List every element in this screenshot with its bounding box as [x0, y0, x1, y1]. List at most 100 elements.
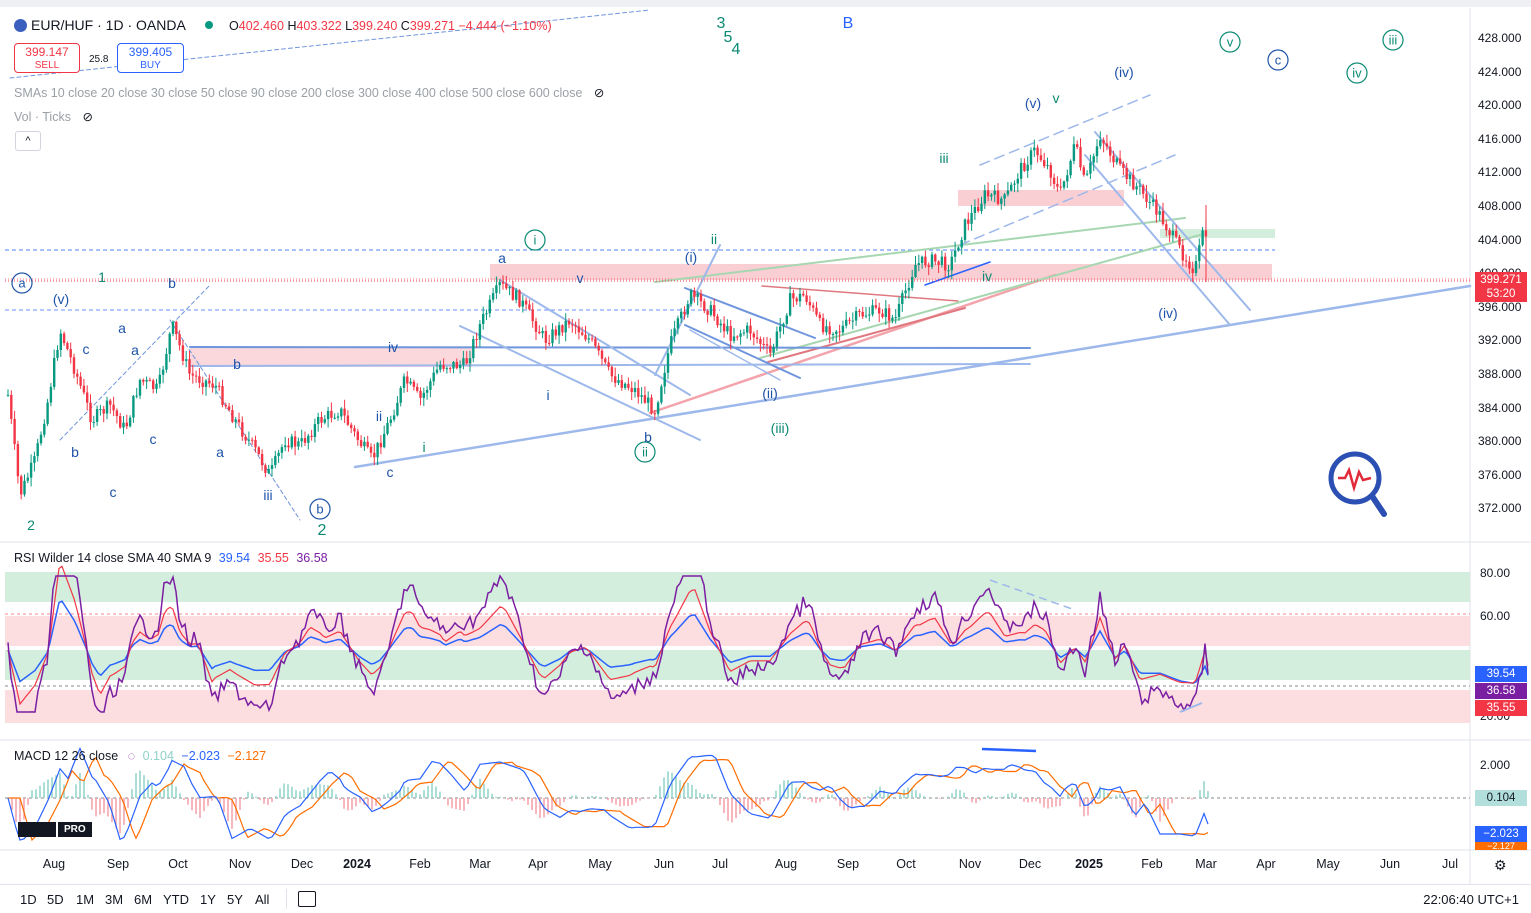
candle-body — [59, 333, 62, 350]
buy-label: BUY — [140, 60, 161, 71]
timeframe-button-5d[interactable]: 5D — [47, 892, 64, 907]
timeframe-button-5y[interactable]: 5Y — [227, 892, 243, 907]
calendar-icon[interactable] — [298, 891, 316, 907]
wave-circle — [1382, 29, 1404, 51]
candle-body — [1019, 163, 1023, 179]
candle-body — [802, 293, 805, 296]
timeframe-button-all[interactable]: All — [255, 892, 270, 907]
refresh-icon[interactable]: ◌ — [127, 749, 136, 763]
candle-body — [940, 256, 944, 265]
candle-body — [1198, 245, 1201, 262]
symbol-title[interactable]: EUR/HUF · 1D · OANDA — [31, 17, 186, 33]
candle-body — [818, 314, 821, 318]
rsi-overbought-zone — [5, 572, 1470, 602]
eye-hidden-icon[interactable]: ⊘ — [593, 86, 605, 100]
time-axis-label: May — [1316, 857, 1340, 871]
candle-body — [868, 314, 871, 316]
candle-body — [1049, 165, 1052, 178]
candle-body — [181, 345, 185, 361]
time-axis-label: Apr — [1256, 857, 1276, 871]
candle-body — [927, 265, 930, 267]
candle-body — [993, 190, 996, 195]
candle-body — [907, 287, 911, 291]
candle-body — [746, 325, 749, 333]
settings-gear-icon[interactable]: ⚙ — [1494, 857, 1507, 873]
candle-body — [643, 395, 647, 403]
candle-body — [66, 343, 69, 350]
candle-body — [960, 239, 963, 248]
wave-label: a — [216, 444, 224, 460]
timeframe-button-ytd[interactable]: YTD — [163, 892, 189, 907]
candle-body — [554, 329, 557, 336]
tradingview-pro-logo[interactable]: PRO — [18, 822, 92, 837]
candle-body — [244, 436, 247, 441]
candle-body — [590, 338, 594, 340]
timeframe-button-6m[interactable]: 6M — [134, 892, 153, 907]
candle-body — [211, 383, 214, 388]
candle-body — [623, 383, 627, 388]
timeframe-button-1d[interactable]: 1D — [20, 892, 37, 907]
candle-body — [1138, 185, 1142, 187]
candle-body — [854, 311, 858, 321]
candle-body — [287, 445, 290, 448]
candle-body — [178, 334, 181, 346]
wave-label: c — [110, 484, 117, 500]
timeframe-button-1y[interactable]: 1Y — [200, 892, 216, 907]
candle-body — [76, 373, 79, 377]
rsi-legend[interactable]: RSI Wilder 14 close SMA 40 SMA 9 39.54 3… — [14, 551, 328, 565]
timeframe-button-1m[interactable]: 1M — [76, 892, 95, 907]
candle-body — [1033, 147, 1036, 151]
time-axis-label: Jun — [653, 857, 675, 871]
candle-body — [689, 290, 693, 305]
candle-body — [521, 300, 524, 307]
candle-body — [307, 435, 310, 443]
utc-clock[interactable]: 22:06:40 UTC+1 — [1423, 892, 1519, 907]
wave-circle — [524, 229, 546, 251]
symbol-legend[interactable]: EUR/HUF · 1D · OANDA O402.460 H403.322 L… — [14, 17, 552, 33]
candle-body — [891, 317, 894, 321]
candle-body — [16, 444, 20, 477]
time-axis-label: Apr — [528, 857, 548, 871]
candle-body — [396, 402, 399, 416]
sma-legend[interactable]: SMAs 10 close 20 close 30 close 50 close… — [14, 85, 604, 100]
candle-body — [1148, 201, 1151, 203]
time-axis-label: Sep — [836, 857, 860, 871]
sell-button[interactable]: 399.147 SELL — [14, 43, 80, 73]
candle-body — [369, 446, 373, 453]
buy-button[interactable]: 399.405 BUY — [117, 43, 184, 73]
candle-body — [416, 386, 419, 391]
candle-body — [313, 424, 317, 437]
candle-body — [828, 326, 831, 335]
macd-badge-macd: −2.023 — [1475, 826, 1527, 842]
macd-legend[interactable]: MACD 12 26 close ◌ 0.104 −2.023 −2.127 — [14, 749, 266, 763]
candle-body — [990, 194, 993, 197]
candle-body — [967, 219, 970, 224]
candle-body — [594, 338, 597, 346]
candle-body — [359, 440, 363, 447]
eye-hidden-icon[interactable]: ⊘ — [82, 110, 93, 124]
candle-body — [686, 304, 689, 315]
candle-body — [897, 303, 901, 318]
price-tick-label: 424.000 — [1478, 64, 1522, 79]
candle-body — [656, 402, 660, 414]
candle-body — [478, 324, 482, 340]
candle-body — [343, 408, 346, 416]
candle-body — [191, 373, 194, 376]
timeframe-button-3m[interactable]: 3M — [105, 892, 124, 907]
candle-body — [1161, 211, 1165, 225]
candle-body — [267, 468, 270, 473]
candle-body — [152, 380, 155, 390]
wave-label: c — [150, 431, 157, 447]
sell-price: 399.147 — [25, 45, 69, 59]
candle-body — [564, 320, 567, 333]
candle-body — [340, 408, 343, 417]
candle-body — [524, 300, 528, 305]
candle-body — [432, 372, 435, 382]
change-value: −4.444 (−1.10%) — [458, 19, 552, 33]
candle-body — [194, 375, 198, 377]
collapse-legend-button[interactable]: ^ — [15, 131, 41, 151]
candle-body — [102, 409, 105, 414]
volume-legend[interactable]: Vol · Ticks ⊘ — [14, 109, 93, 124]
